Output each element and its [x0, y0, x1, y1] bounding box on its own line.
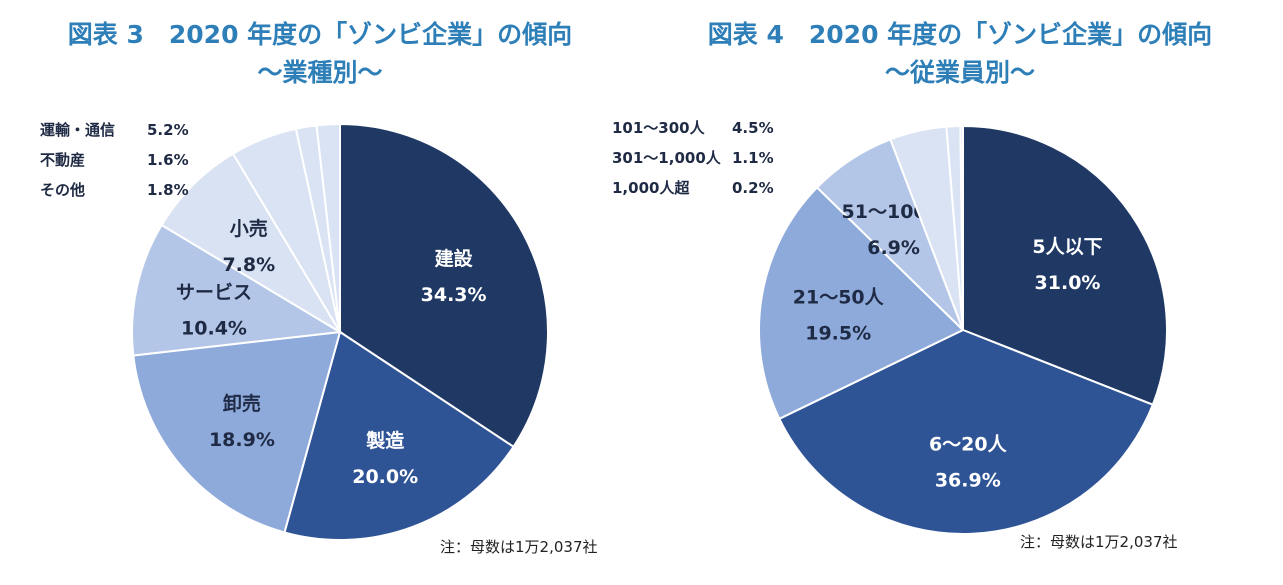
slice-label: 小売	[230, 217, 268, 240]
employee-pie-panel: 図表 4 2020 年度の「ゾンビ企業」の傾向 〜従業員別〜 5人以下 31.0%…	[612, 0, 1280, 585]
pie-slice	[758, 186, 965, 421]
slice-value-label: 19.5%	[805, 323, 871, 345]
chart-note: 注：母数は1万2,037社	[1020, 533, 1178, 551]
side-label-name: 1,000人超	[612, 179, 690, 197]
slice-value-label: 7.8%	[222, 254, 275, 276]
pie-slice	[283, 330, 515, 541]
small-slice-labels: 運輸・通信 5.2% 不動産 1.6% その他 1.8%	[40, 115, 189, 205]
slice-label: 卸売	[223, 392, 261, 415]
side-label-value: 0.2%	[732, 179, 774, 197]
chart-title: 図表 3 2020 年度の「ゾンビ企業」の傾向 〜業種別〜	[0, 16, 640, 92]
pie-slice	[962, 124, 1168, 407]
side-label-value: 5.2%	[147, 121, 189, 139]
chart-subtitle: 〜業種別〜	[257, 58, 383, 87]
chart-title: 図表 4 2020 年度の「ゾンビ企業」の傾向 〜従業員別〜	[640, 16, 1280, 92]
pie-slice	[315, 122, 341, 333]
slice-label: 21〜50人	[793, 287, 885, 309]
slice-value-label: 36.9%	[935, 469, 1001, 491]
pie-slice	[959, 124, 964, 331]
side-label-row: その他 1.8%	[40, 175, 189, 205]
chart-subtitle: 〜従業員別〜	[884, 58, 1035, 87]
employee-pie-chart: 5人以下31.0%6〜20人36.9%21〜50人19.5%51〜100人6.9…	[758, 124, 1168, 535]
side-label-value: 1.8%	[147, 181, 189, 199]
side-label-name: 101〜300人	[612, 119, 705, 137]
chart-title-line: 図表 3 2020 年度の「ゾンビ企業」の傾向	[67, 20, 573, 49]
side-label-row: 1,000人超 0.2%	[612, 173, 774, 203]
slice-value-label: 6.9%	[867, 237, 920, 259]
pie-slice	[131, 223, 344, 357]
side-label-row: 運輸・通信 5.2%	[40, 115, 189, 145]
side-label-value: 1.6%	[147, 151, 189, 169]
chart-title-line: 図表 4 2020 年度の「ゾンビ企業」の傾向	[707, 20, 1213, 49]
slice-value-label: 34.3%	[421, 284, 487, 306]
slice-label: 5人以下	[1032, 236, 1102, 258]
side-label-row: 101〜300人 4.5%	[612, 113, 774, 143]
side-label-name: 301〜1,000人	[612, 149, 721, 167]
chart-note: 注：母数は1万2,037社	[440, 538, 598, 556]
slice-label: 建設	[435, 247, 474, 270]
slice-label: 6〜20人	[929, 433, 1008, 455]
slice-value-label: 10.4%	[181, 318, 247, 340]
side-label-name: その他	[40, 181, 86, 199]
side-label-value: 1.1%	[732, 149, 774, 167]
side-label-name: 不動産	[40, 151, 86, 169]
slice-value-label: 18.9%	[209, 429, 275, 451]
small-slice-labels: 101〜300人 4.5% 301〜1,000人 1.1% 1,000人超 0.2%	[612, 113, 774, 203]
industry-pie-panel: 図表 3 2020 年度の「ゾンビ企業」の傾向 〜業種別〜 建設 34.3% 製造 2…	[0, 0, 640, 585]
slice-label: 製造	[365, 429, 405, 452]
pie-slice	[778, 328, 1155, 535]
pie-slice	[160, 152, 341, 333]
slice-value-label: 20.0%	[352, 466, 418, 488]
side-label-row: 不動産 1.6%	[40, 145, 189, 175]
pie-slice	[132, 330, 342, 534]
slice-label: サービス	[176, 282, 252, 304]
side-label-name: 運輸・通信	[40, 121, 116, 139]
side-label-value: 4.5%	[732, 119, 774, 137]
slice-value-label: 31.0%	[1035, 272, 1101, 294]
industry-pie-chart: 建設 34.3% 製造 20.0% 卸売 18.9% サービス 10.4% 小売 7.8%	[131, 122, 549, 541]
side-label-row: 301〜1,000人 1.1%	[612, 143, 774, 173]
